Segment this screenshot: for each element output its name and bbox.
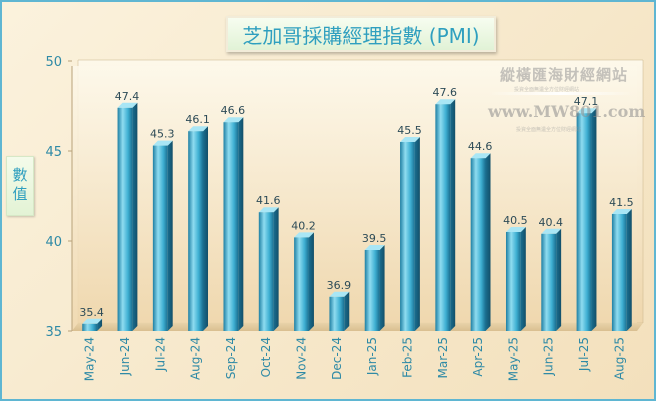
x-tick-label: Jul-24 bbox=[153, 337, 167, 372]
bar-side bbox=[308, 232, 314, 331]
bar-value-label: 40.5 bbox=[503, 214, 528, 227]
bar bbox=[258, 212, 274, 331]
bar-value-label: 40.4 bbox=[538, 216, 563, 229]
x-tick-label: Jul-25 bbox=[577, 337, 591, 372]
bar bbox=[505, 232, 521, 331]
bar bbox=[152, 145, 168, 331]
bar-top bbox=[505, 227, 526, 232]
y-tick-group: 35 40 45 50 bbox=[45, 55, 72, 340]
bar-top bbox=[294, 232, 314, 238]
x-tick-label: May-24 bbox=[83, 337, 97, 381]
x-tick-label: Mar-25 bbox=[436, 337, 450, 378]
bar-side bbox=[273, 207, 279, 331]
x-tick-label: Apr-25 bbox=[471, 337, 485, 377]
bar-value-label: 47.1 bbox=[574, 95, 599, 108]
bar-top bbox=[117, 102, 138, 108]
bar-value-label: 35.4 bbox=[79, 306, 104, 319]
y-tick-label: 45 bbox=[45, 145, 62, 160]
y-tick-label: 50 bbox=[45, 55, 62, 70]
x-tick-label: Oct-24 bbox=[259, 337, 273, 377]
y-tick-label: 40 bbox=[45, 235, 62, 250]
chart-title: 芝加哥採購經理指數 (PMI) bbox=[242, 23, 480, 48]
bar-value-label: 36.9 bbox=[327, 279, 352, 292]
bar-value-label: 47.6 bbox=[433, 86, 458, 99]
bar-side bbox=[450, 99, 456, 331]
x-tick-label: May-25 bbox=[506, 337, 520, 381]
x-tick-label: Dec-24 bbox=[330, 337, 344, 380]
bar-side bbox=[414, 137, 420, 331]
x-tick-label: Jun-25 bbox=[542, 337, 556, 376]
bar-value-label: 44.6 bbox=[468, 140, 493, 153]
bar-value-label: 39.5 bbox=[362, 232, 387, 245]
bar-value-label: 40.2 bbox=[291, 219, 316, 232]
x-tick-label: Jan-25 bbox=[365, 337, 379, 376]
bar-value-label: 46.1 bbox=[185, 113, 210, 126]
bar-side bbox=[203, 126, 209, 331]
bar bbox=[329, 296, 345, 331]
bar-top bbox=[223, 117, 244, 123]
chart-title-box: 芝加哥採購經理指數 (PMI) bbox=[226, 16, 496, 52]
y-tick-label: 35 bbox=[45, 325, 62, 340]
x-tick-label: Jun-24 bbox=[118, 337, 132, 376]
bar-top bbox=[435, 99, 456, 105]
bar-side bbox=[626, 209, 632, 331]
x-tick-label: Feb-25 bbox=[400, 337, 414, 378]
bar bbox=[541, 233, 557, 331]
bar-side bbox=[344, 291, 350, 331]
y-axis-label: 數值 bbox=[6, 156, 34, 216]
bar-top bbox=[152, 140, 173, 146]
bar-top bbox=[611, 209, 632, 214]
x-tick-label: Aug-24 bbox=[189, 337, 203, 380]
bar-top bbox=[82, 318, 103, 324]
x-tick-label: Sep-24 bbox=[224, 337, 238, 379]
bar-value-label: 47.4 bbox=[115, 90, 140, 103]
bar bbox=[611, 214, 627, 331]
bar-top bbox=[470, 153, 491, 159]
plot-floor bbox=[72, 323, 643, 331]
bar-top bbox=[541, 228, 562, 234]
bar-group: 35.4 47.4 45.3 46.1 46.6 41.6 40.2 36.9 39.5 45.5… bbox=[79, 86, 634, 331]
plot-front-wall bbox=[72, 66, 637, 331]
bar bbox=[82, 323, 98, 331]
bar-side bbox=[591, 108, 597, 331]
bar-side bbox=[556, 228, 562, 331]
bar-value-label: 41.5 bbox=[609, 196, 634, 209]
bar-side bbox=[167, 140, 173, 331]
bar-value-label: 45.3 bbox=[150, 128, 175, 141]
bar-value-label: 45.5 bbox=[397, 124, 422, 137]
bar-side bbox=[132, 102, 138, 331]
bar-side bbox=[485, 153, 491, 331]
x-tick-label: Nov-24 bbox=[295, 337, 309, 380]
x-tick-label: Aug-25 bbox=[612, 337, 626, 380]
bar bbox=[470, 158, 486, 331]
bar-side bbox=[520, 227, 526, 331]
bar bbox=[400, 142, 415, 331]
bar-side bbox=[97, 318, 103, 331]
bar-value-label: 46.6 bbox=[221, 104, 246, 117]
bar bbox=[223, 122, 239, 331]
bar bbox=[435, 104, 451, 331]
bar bbox=[294, 237, 309, 331]
bar-side bbox=[379, 245, 385, 331]
bar-top bbox=[364, 245, 385, 250]
x-tick-group: May-24 Jun-24 Jul-24 Aug-24 Sep-24 Oct-24 Nov-… bbox=[83, 337, 627, 381]
bar-top bbox=[188, 126, 209, 132]
bar-top bbox=[400, 137, 420, 142]
bar-top bbox=[576, 108, 597, 114]
bar-side bbox=[238, 117, 244, 331]
bar-top bbox=[258, 207, 279, 213]
bar-top bbox=[329, 291, 350, 297]
bar bbox=[364, 250, 380, 331]
bar bbox=[117, 107, 133, 331]
bar bbox=[576, 113, 592, 331]
bar-value-label: 41.6 bbox=[256, 194, 281, 207]
bar bbox=[188, 131, 204, 331]
